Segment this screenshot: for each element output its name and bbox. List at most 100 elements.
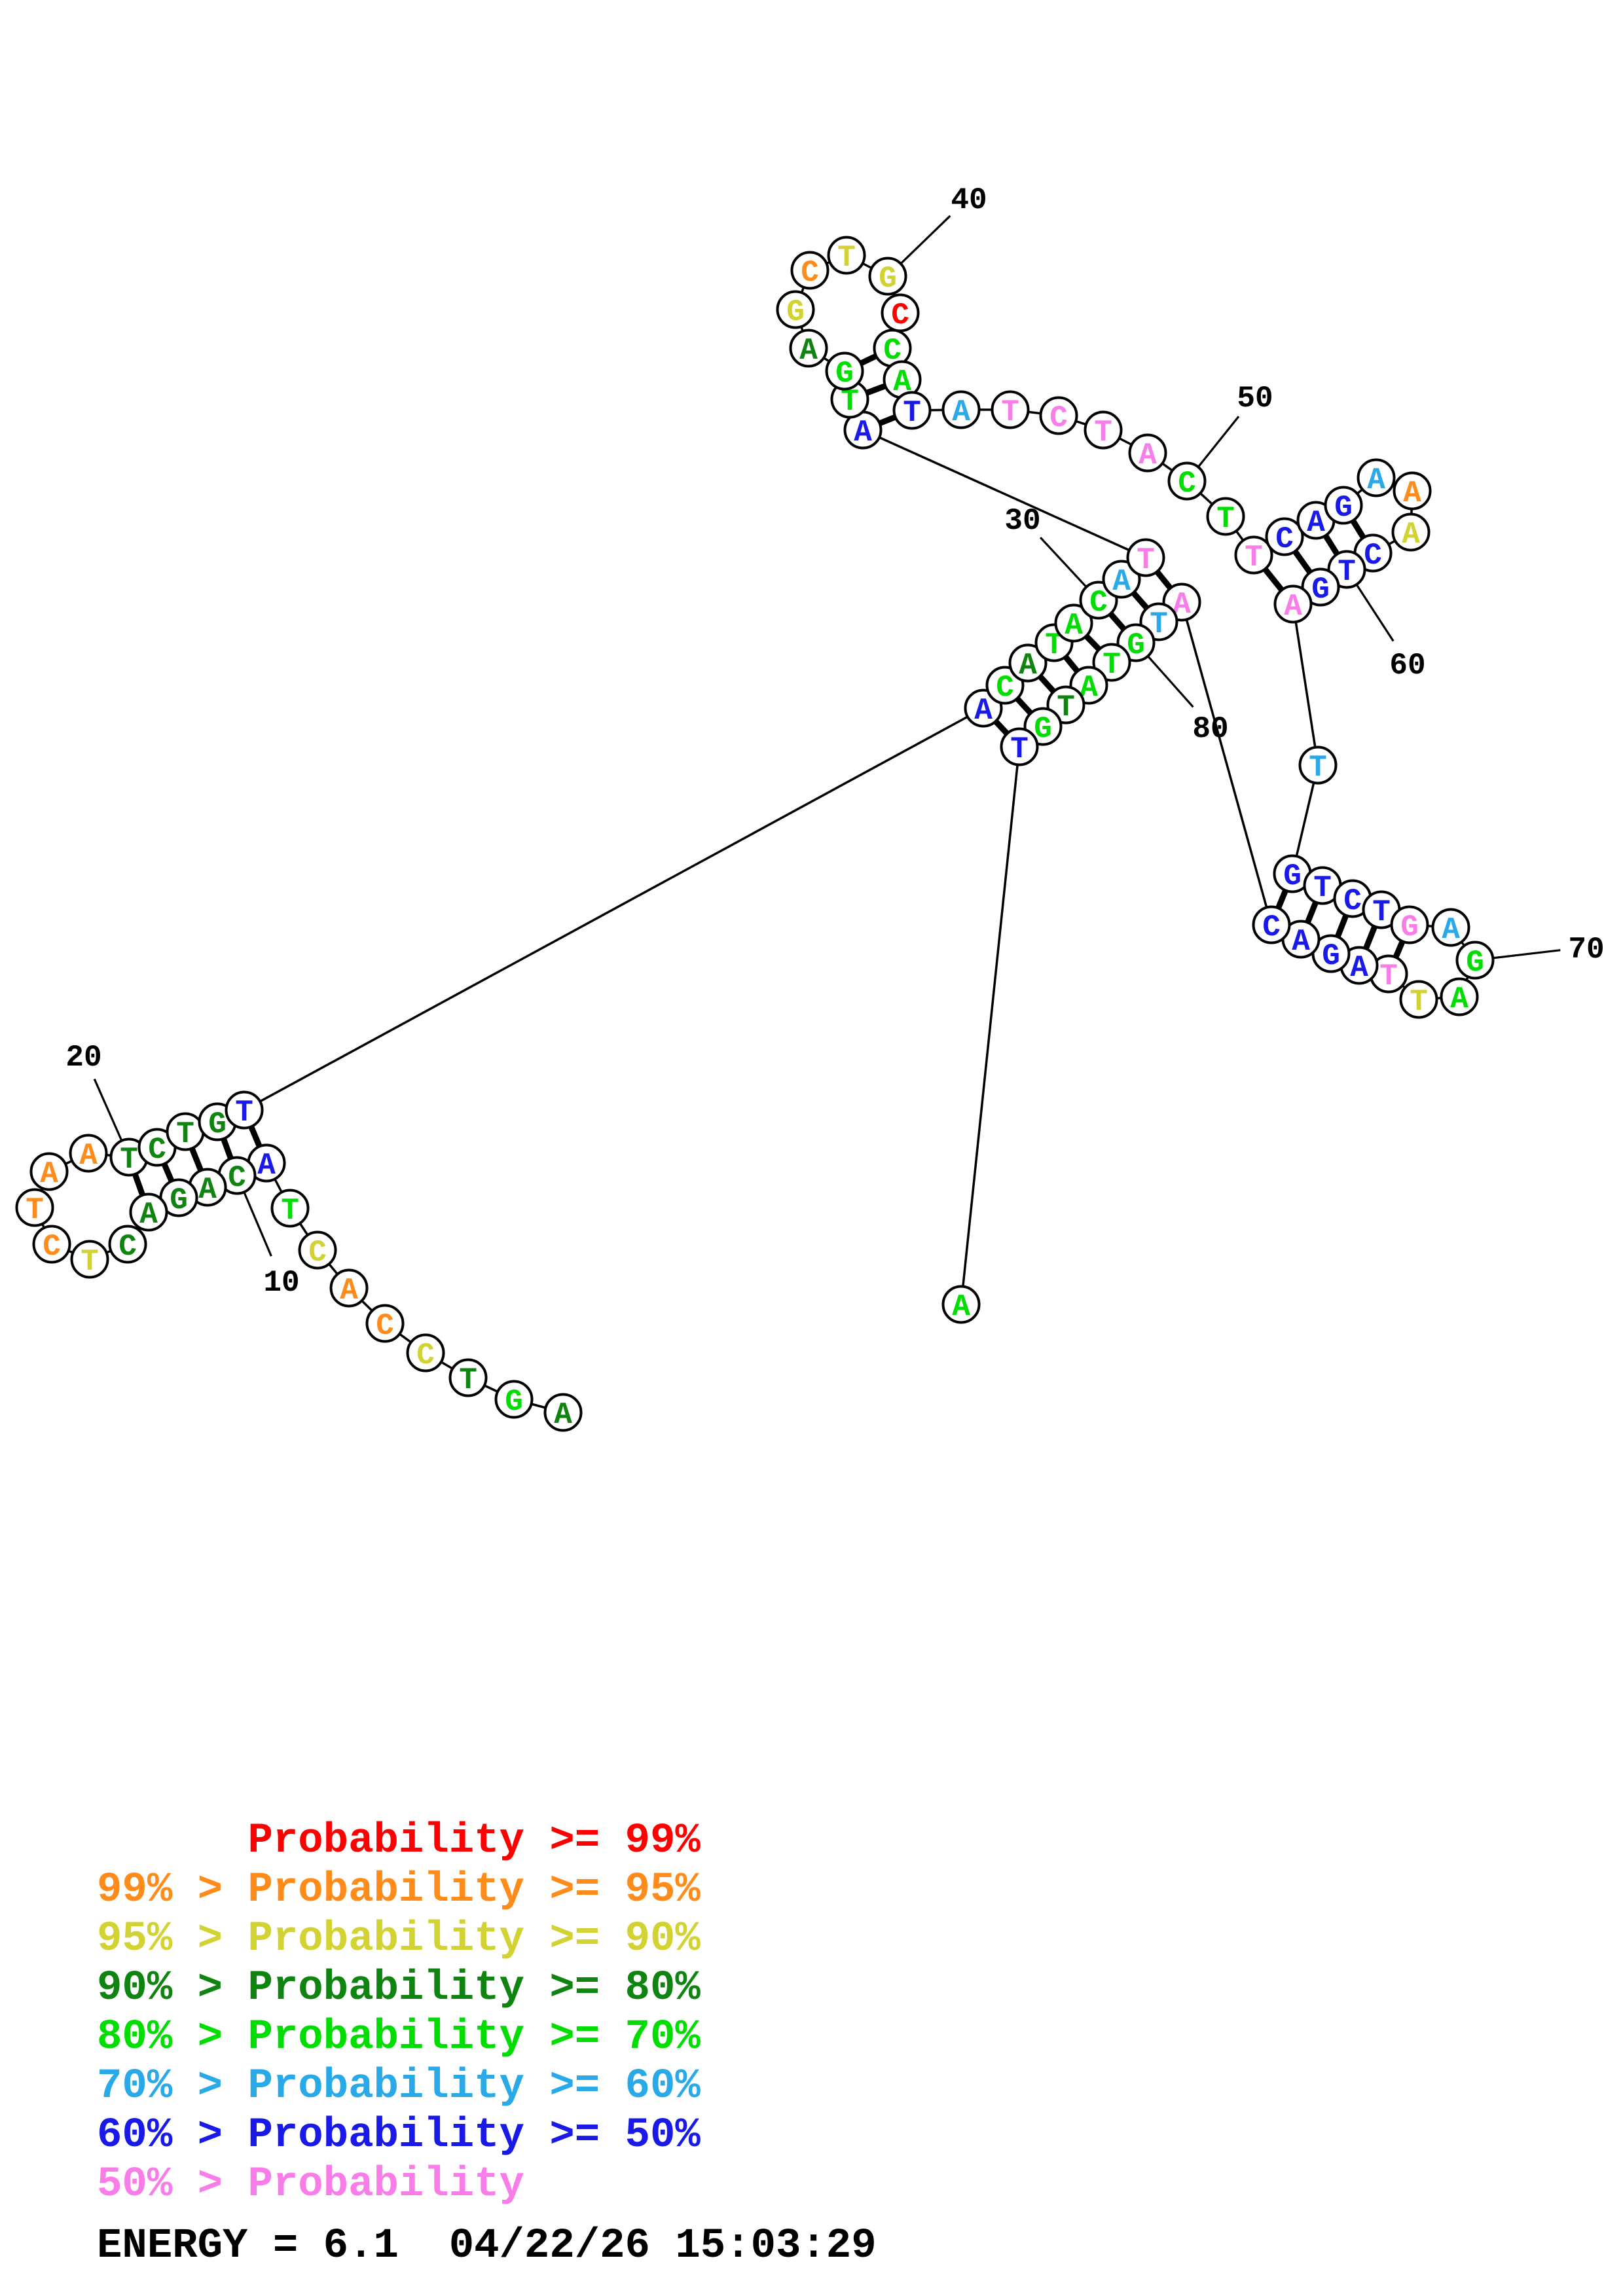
nucleotide-base: A <box>1019 649 1037 683</box>
nucleotide-circle <box>1008 643 1048 683</box>
nucleotide-circle <box>1324 486 1363 525</box>
nucleotide-base: A <box>257 1149 276 1183</box>
nucleotide-base: T <box>120 1143 138 1177</box>
nucleotide-base: C <box>119 1230 137 1264</box>
nucleotide-base: T <box>1313 871 1332 905</box>
sequence-number-label: 40 <box>951 183 987 217</box>
nucleotide-circle <box>1399 980 1438 1019</box>
nucleotide-circle <box>825 351 864 391</box>
nucleotide-circle <box>1440 977 1479 1016</box>
nucleotide-base: G <box>835 357 854 391</box>
nucleotide-base: A <box>1367 463 1385 497</box>
legend-row-99: Probability >= 99% <box>97 1818 701 1865</box>
nucleotide-base: A <box>854 416 872 450</box>
nucleotide-base: A <box>79 1139 98 1173</box>
legend-row-80: 90% > Probability >= 80% <box>97 1965 701 2012</box>
nucleotide-base: C <box>1049 401 1068 435</box>
nucleotide-base: T <box>1372 895 1391 929</box>
nucleotide-circle <box>1273 584 1313 624</box>
nucleotide-circle <box>1298 745 1338 785</box>
nucleotide-base: T <box>1245 541 1263 575</box>
nucleotide-circle <box>543 1393 583 1432</box>
nucleotide-base: T <box>235 1096 253 1130</box>
nucleotide-circle <box>1102 560 1141 599</box>
nucleotide-circle <box>1206 497 1245 536</box>
nucleotide-circle <box>1167 461 1207 501</box>
nucleotide-circle <box>225 1090 264 1130</box>
nucleotide-circle <box>69 1134 108 1173</box>
nucleotide-base: G <box>1283 859 1302 893</box>
nucleotide-base: T <box>81 1245 99 1279</box>
nucleotide-base: A <box>1307 506 1325 540</box>
nucleotide-circle <box>892 391 932 430</box>
nucleotide-base: C <box>1262 910 1281 944</box>
nucleotide-base: A <box>1402 518 1420 552</box>
nucleotide-base: T <box>1338 555 1356 589</box>
sequence-number-label: 20 <box>65 1041 101 1075</box>
nucleotide-base: C <box>376 1309 394 1343</box>
sequence-number-label: 70 <box>1568 933 1604 967</box>
nucleotide-circle <box>108 1225 147 1264</box>
nucleotide-circle <box>270 1189 310 1228</box>
nucleotide-base: T <box>1137 543 1155 577</box>
nucleotide-base: T <box>1410 985 1428 1019</box>
nucleotide-base: T <box>841 385 859 419</box>
nucleotide-base: G <box>505 1385 523 1419</box>
nucleotide-base: C <box>801 256 819 290</box>
nucleotide-circle <box>1455 941 1495 980</box>
nucleotide-base: G <box>1311 573 1330 607</box>
nucleotide-base: T <box>1309 751 1327 785</box>
nucleotide-base: T <box>1379 960 1398 994</box>
nucleotide-base: G <box>1466 946 1484 980</box>
backbone-line <box>862 429 1146 559</box>
nucleotide-circle <box>29 1152 69 1191</box>
nucleotide-circle <box>298 1230 337 1270</box>
nucleotide-circle <box>1234 535 1273 575</box>
nucleotide-circle <box>827 236 866 275</box>
nucleotide-circle <box>70 1240 109 1279</box>
nucleotide-base: A <box>198 1173 217 1207</box>
nucleotide-base: A <box>1442 913 1460 947</box>
sequence-number-label: 30 <box>1004 504 1040 538</box>
nucleotide-base: A <box>554 1398 572 1432</box>
nucleotide-circle <box>1054 603 1093 643</box>
nucleotide-circle <box>1393 471 1432 511</box>
nucleotide-circle <box>329 1268 369 1308</box>
nucleotide-base: T <box>1001 395 1019 429</box>
nucleotide-circle <box>1084 410 1123 450</box>
nucleotide-base: A <box>40 1157 58 1191</box>
nucleotide-circle <box>1092 643 1131 682</box>
backbone-line <box>1292 603 1319 766</box>
nucleotide-base: C <box>996 671 1014 705</box>
nucleotide-base: G <box>170 1183 188 1217</box>
nucleotide-base: C <box>416 1338 435 1372</box>
backbone-line <box>244 707 984 1111</box>
nucleotide-base: T <box>903 396 921 430</box>
nucleotide-base: C <box>148 1133 166 1167</box>
nucleotide-base: A <box>952 395 970 429</box>
nucleotide-circle <box>1390 905 1429 944</box>
nucleotide-base: C <box>1089 586 1108 620</box>
legend-row-70: 80% > Probability >= 70% <box>97 2014 701 2061</box>
nucleotide-circle <box>32 1225 71 1264</box>
sequence-number-label: 10 <box>263 1266 299 1300</box>
nucleotide-circle <box>1039 396 1078 435</box>
nucleotide-base: A <box>340 1274 358 1308</box>
nucleotide-circle <box>1128 433 1167 473</box>
nucleotide-base: C <box>891 298 909 332</box>
nucleotide-base: A <box>1065 609 1083 643</box>
nucleotide-circle <box>365 1304 405 1343</box>
nucleotide-base: G <box>1400 910 1419 944</box>
nucleotide-base: T <box>1216 502 1235 536</box>
nucleotide-circle <box>868 257 907 296</box>
nucleotide-base: C <box>1275 522 1294 556</box>
nucleotide-circle <box>1301 567 1340 607</box>
nucleotide-base: A <box>974 694 993 728</box>
nucleotide-base: A <box>1284 590 1302 624</box>
legend-row-50: 60% > Probability >= 50% <box>97 2112 701 2159</box>
sequence-number-label: 80 <box>1192 712 1228 746</box>
nucleotide-base: C <box>1343 884 1362 918</box>
nucleotide-circle <box>941 390 981 429</box>
legend-row-95: 99% > Probability >= 95% <box>97 1867 701 1914</box>
nucleotide-circle <box>129 1193 168 1232</box>
